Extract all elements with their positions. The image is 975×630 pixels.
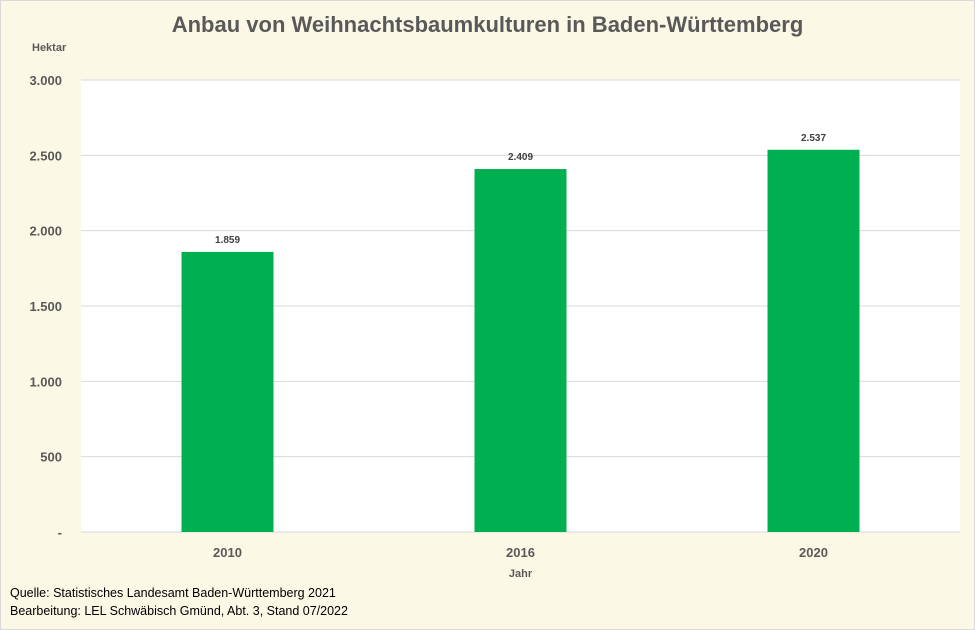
data-label: 2.537 bbox=[801, 133, 826, 144]
x-tick-label: 2010 bbox=[213, 545, 242, 560]
y-tick-label: 500 bbox=[40, 450, 62, 465]
x-tick-label: 2016 bbox=[506, 545, 535, 560]
data-label: 1.859 bbox=[215, 235, 240, 246]
y-tick-label: - bbox=[58, 525, 62, 540]
y-tick-label: 2.500 bbox=[29, 148, 62, 163]
bar-2020 bbox=[767, 149, 860, 532]
editing-note: Bearbeitung: LEL Schwäbisch Gmünd, Abt. … bbox=[10, 604, 348, 618]
y-tick-label: 1.500 bbox=[29, 299, 62, 314]
bar-2010 bbox=[181, 251, 274, 533]
chart-title: Anbau von Weihnachtsbaumkulturen in Bade… bbox=[171, 12, 804, 37]
x-tick-label: 2020 bbox=[799, 545, 828, 560]
source-note: Quelle: Statistisches Landesamt Baden-Wü… bbox=[10, 586, 336, 600]
y-tick-label: 1.000 bbox=[29, 374, 62, 389]
data-label: 2.409 bbox=[508, 152, 533, 163]
y-axis-label: Hektar bbox=[32, 42, 67, 54]
x-axis-label: Jahr bbox=[508, 568, 533, 580]
bar-2016 bbox=[474, 169, 567, 532]
y-tick-label: 2.000 bbox=[29, 224, 62, 239]
y-tick-label: 3.000 bbox=[29, 73, 62, 88]
